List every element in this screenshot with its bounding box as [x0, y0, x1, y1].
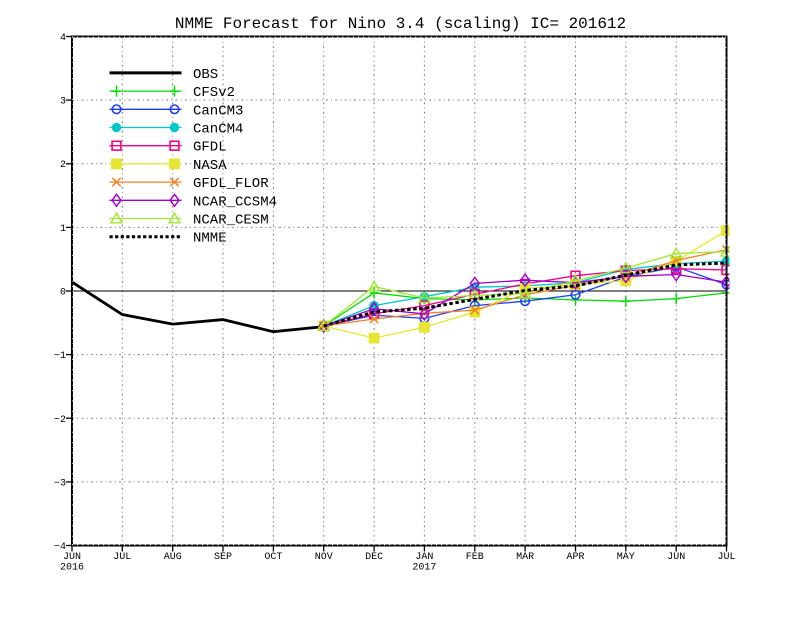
svg-text:AUG: AUG — [164, 552, 182, 563]
svg-text:MAR: MAR — [516, 552, 534, 563]
svg-text:CFSv2: CFSv2 — [193, 85, 235, 101]
svg-text:NCAR_CESM: NCAR_CESM — [193, 213, 269, 229]
svg-text:DEC: DEC — [365, 552, 383, 563]
svg-text:GFDL_FLOR: GFDL_FLOR — [193, 176, 269, 192]
svg-text:2: 2 — [60, 160, 66, 171]
svg-text:JUN: JUN — [667, 552, 685, 563]
svg-text:NMME: NMME — [193, 231, 227, 247]
svg-text:−3: −3 — [54, 478, 66, 489]
svg-text:−2: −2 — [54, 415, 66, 426]
svg-text:CanCM3: CanCM3 — [193, 103, 243, 119]
svg-text:NOV: NOV — [315, 552, 333, 563]
svg-text:MAY: MAY — [617, 552, 635, 563]
svg-text:GFDL: GFDL — [193, 140, 227, 156]
svg-text:2016: 2016 — [60, 563, 84, 574]
svg-text:OCT: OCT — [264, 552, 282, 563]
svg-text:APR: APR — [566, 552, 584, 563]
svg-text:−4: −4 — [54, 542, 66, 553]
svg-text:CanCM4: CanCM4 — [193, 122, 243, 138]
svg-text:JUL: JUL — [717, 552, 735, 563]
svg-text:NCAR_CCSM4: NCAR_CCSM4 — [193, 194, 277, 210]
svg-text:3: 3 — [60, 97, 66, 108]
svg-text:4: 4 — [60, 33, 66, 44]
svg-text:JUN: JUN — [63, 552, 81, 563]
svg-text:1: 1 — [60, 224, 66, 235]
svg-text:FEB: FEB — [466, 552, 484, 563]
svg-text:OBS: OBS — [193, 67, 218, 83]
svg-text:−1: −1 — [54, 351, 66, 362]
svg-text:SEP: SEP — [214, 552, 232, 563]
svg-text:2017: 2017 — [412, 563, 436, 574]
svg-text:JUL: JUL — [113, 552, 131, 563]
svg-text:0: 0 — [60, 288, 66, 299]
svg-text:NASA: NASA — [193, 158, 227, 174]
svg-text:JAN: JAN — [415, 552, 433, 563]
svg-text:NMME Forecast for Nino 3.4 (sc: NMME Forecast for Nino 3.4 (scaling) IC=… — [175, 15, 626, 33]
